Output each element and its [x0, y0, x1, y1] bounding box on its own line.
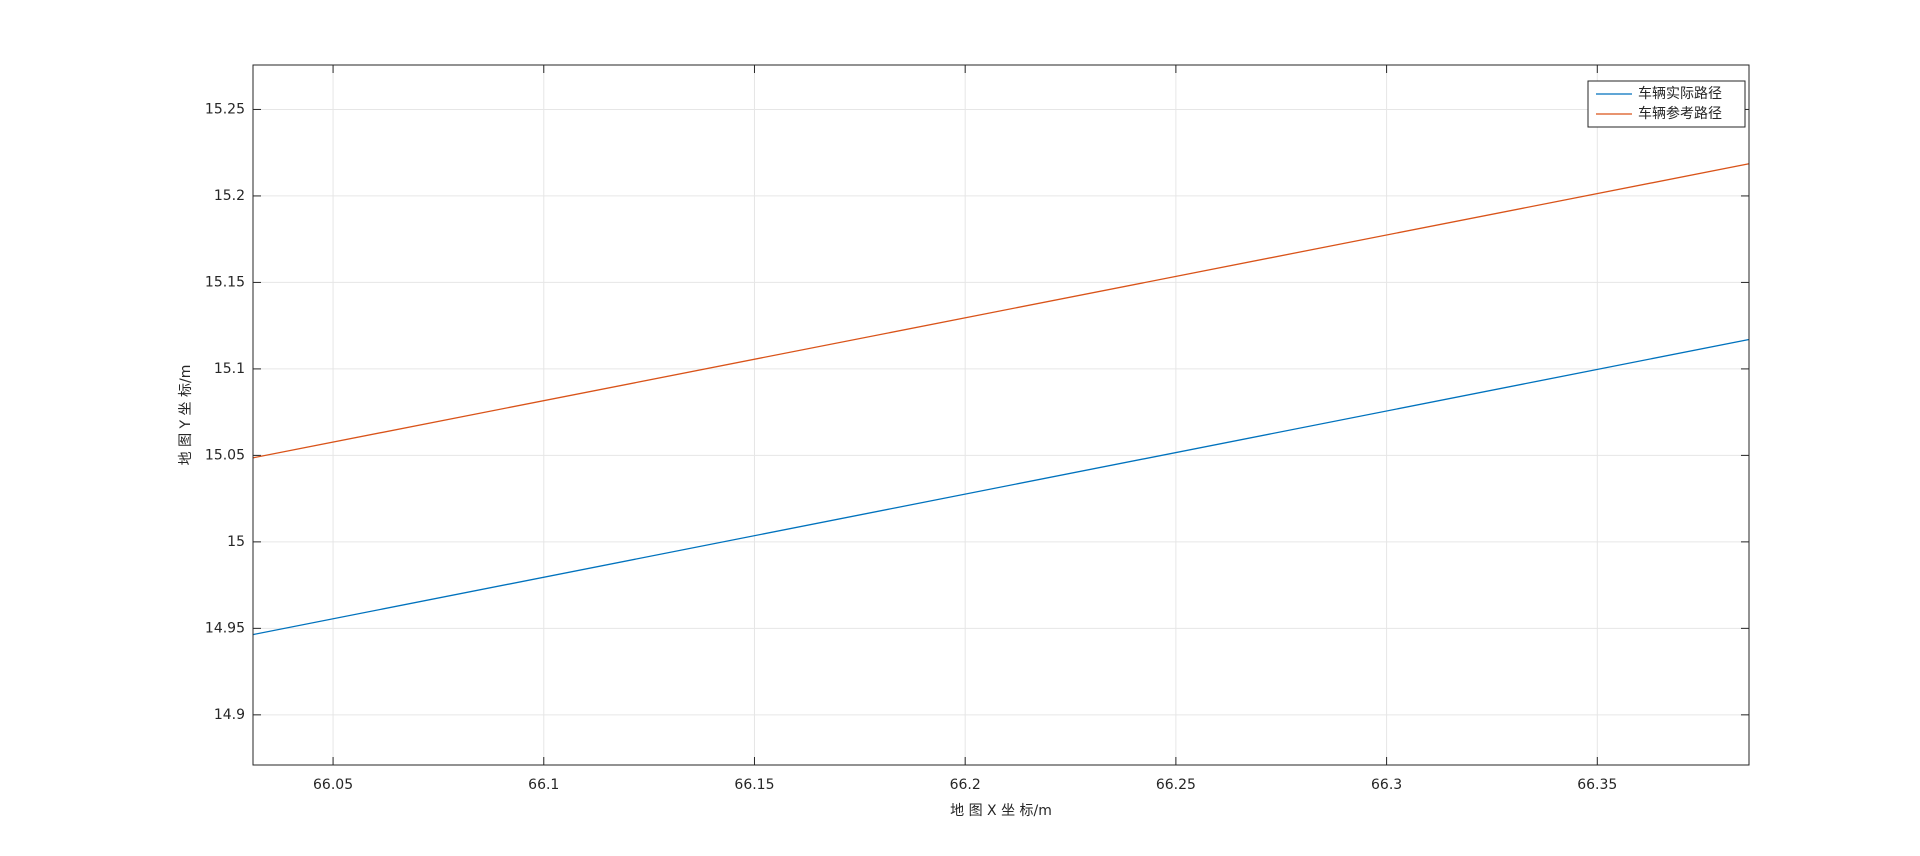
x-tick-label: 66.35	[1577, 777, 1617, 793]
y-tick-label: 15.2	[214, 188, 245, 204]
y-tick-label: 15.1	[214, 361, 245, 377]
y-tick-label: 14.9	[214, 707, 245, 723]
y-axis-label: 地 图 Y 坐 标/m	[178, 365, 194, 466]
legend-label: 车辆实际路径	[1638, 85, 1722, 102]
x-tick-label: 66.05	[313, 777, 353, 793]
x-tick-label: 66.3	[1371, 777, 1402, 793]
y-tick-label: 14.95	[205, 620, 245, 636]
y-tick-label: 15.25	[205, 101, 245, 117]
data-line	[252, 338, 1750, 636]
x-tick-label: 66.25	[1156, 777, 1196, 793]
plot-frame	[252, 64, 1750, 766]
data-line	[252, 163, 1750, 459]
legend-box	[1587, 80, 1746, 128]
y-tick-label: 15.05	[205, 447, 245, 463]
x-tick-label: 66.15	[734, 777, 774, 793]
y-tick-label: 15.15	[205, 274, 245, 290]
y-tick-label: 15	[227, 534, 245, 550]
legend-label: 车辆参考路径	[1638, 105, 1722, 122]
x-tick-label: 66.2	[950, 777, 981, 793]
x-axis-label: 地 图 X 坐 标/m	[950, 803, 1052, 819]
x-tick-label: 66.1	[528, 777, 559, 793]
